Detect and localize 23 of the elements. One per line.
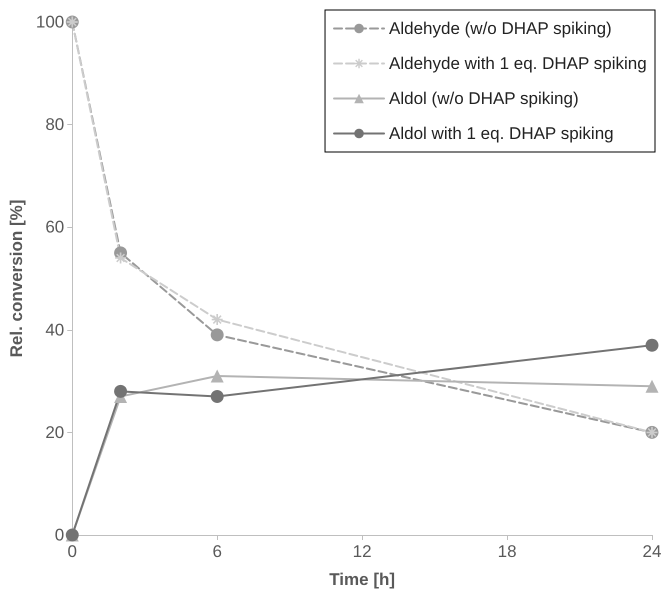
x-tick-label: 18 bbox=[498, 542, 517, 561]
point bbox=[646, 338, 658, 352]
y-axis-title: Rel. conversion [%] bbox=[7, 200, 26, 358]
x-tick-label: 24 bbox=[642, 542, 662, 561]
x-tick-label: 12 bbox=[352, 542, 372, 561]
legend-label: Aldehyde (w/o DHAP spiking) bbox=[389, 19, 612, 38]
y-tick-label: 80 bbox=[45, 115, 64, 134]
point bbox=[646, 380, 658, 393]
y-tick-label: 100 bbox=[36, 12, 64, 32]
x-axis-title: Time [h] bbox=[329, 570, 396, 589]
point bbox=[114, 384, 128, 398]
legend-label: Aldehyde with 1 eq. DHAP spiking bbox=[389, 54, 647, 73]
point bbox=[210, 369, 224, 382]
legend-label: Aldol (w/o DHAP spiking) bbox=[389, 89, 579, 108]
y-tick-label: 0 bbox=[54, 526, 64, 544]
point bbox=[210, 390, 224, 403]
y-tick-label: 40 bbox=[45, 320, 64, 340]
y-tick-label: 60 bbox=[45, 218, 64, 237]
point bbox=[210, 328, 224, 342]
x-tick-label: 0 bbox=[68, 542, 77, 561]
y-tick-label: 20 bbox=[45, 422, 64, 442]
x-tick-label: 6 bbox=[212, 542, 222, 561]
legend-label: Aldol with 1 eq. DHAP spiking bbox=[389, 124, 614, 143]
